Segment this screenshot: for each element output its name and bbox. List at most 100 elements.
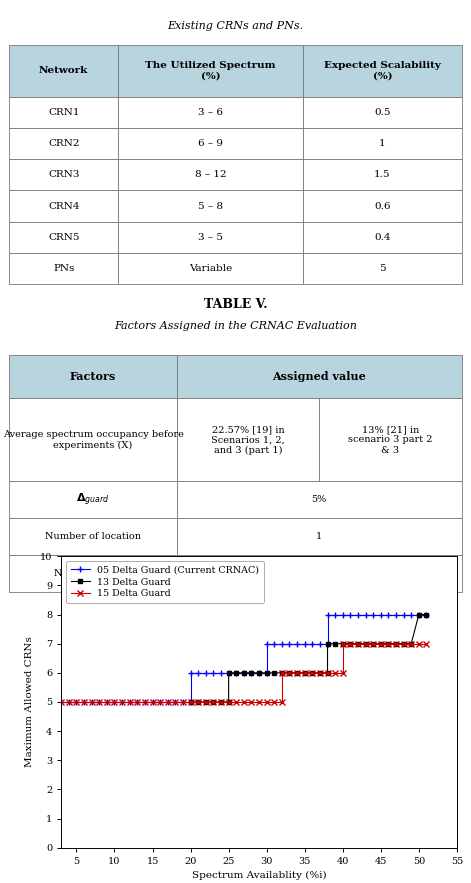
13 Delta Guard [271,668,277,678]
Bar [303,191,462,222]
Text: Factors: Factors [70,371,116,382]
13 Delta Guard [188,697,194,707]
05 Delta Guard (Current CRNAC) [401,609,406,620]
13 Delta Guard [317,668,323,678]
X-axis label: Spectrum Availablity (%i): Spectrum Availablity (%i) [192,872,326,880]
15 Delta Guard [423,638,429,649]
Text: CRN3: CRN3 [48,170,80,179]
15 Delta Guard [142,697,148,707]
13 Delta Guard [211,697,216,707]
Bar [303,253,462,284]
13 Delta Guard [370,638,376,649]
13 Delta Guard [218,697,224,707]
05 Delta Guard (Current CRNAC) [325,609,330,620]
13 Delta Guard [325,638,330,649]
Text: CRN2: CRN2 [48,140,80,148]
Text: Assigned value: Assigned value [272,371,366,382]
13 Delta Guard [256,668,262,678]
13 Delta Guard [287,668,292,678]
Text: 0.4: 0.4 [374,233,391,242]
Text: Variable: Variable [189,264,232,273]
Bar [319,398,462,481]
13 Delta Guard [309,668,315,678]
Text: 5%: 5% [311,495,327,504]
Bar [118,253,303,284]
Text: Average spectrum occupancy before
experiments (̅X): Average spectrum occupancy before experi… [3,430,184,449]
15 Delta Guard [340,638,346,649]
Bar [9,398,177,481]
Bar [118,159,303,191]
13 Delta Guard [423,609,429,620]
13 Delta Guard [203,697,209,707]
13 Delta Guard [416,609,422,620]
Text: TABLE V.: TABLE V. [203,298,268,312]
Text: 1: 1 [379,140,386,148]
Text: 8 – 12: 8 – 12 [195,170,227,179]
Bar [303,45,462,96]
Bar [9,45,118,96]
Line: 05 Delta Guard (Current CRNAC): 05 Delta Guard (Current CRNAC) [58,611,430,706]
05 Delta Guard (Current CRNAC) [58,697,64,707]
Bar [177,355,462,398]
Text: Factors Assigned in the CRNAC Evaluation: Factors Assigned in the CRNAC Evaluation [114,321,357,330]
05 Delta Guard (Current CRNAC) [234,668,239,678]
05 Delta Guard (Current CRNAC) [188,668,194,678]
Text: Existing CRNs and PNs.: Existing CRNs and PNs. [167,21,304,31]
Bar [118,96,303,128]
Bar [9,555,177,592]
Y-axis label: Maximum Allowed CRNs: Maximum Allowed CRNs [25,637,34,767]
13 Delta Guard [279,668,284,678]
05 Delta Guard (Current CRNAC) [279,638,284,649]
Text: 13% [21] in
scenario 3 part 2
& 3: 13% [21] in scenario 3 part 2 & 3 [348,425,433,455]
Text: CRN1: CRN1 [48,108,80,117]
Bar [303,159,462,191]
13 Delta Guard [226,668,231,678]
13 Delta Guard [363,638,368,649]
Bar [118,128,303,159]
Bar [9,96,118,128]
Text: 5 – 8: 5 – 8 [198,201,223,210]
13 Delta Guard [294,668,300,678]
Text: CRN4: CRN4 [48,201,80,210]
Text: 6 – 9: 6 – 9 [198,140,223,148]
13 Delta Guard [355,638,361,649]
Bar [9,128,118,159]
Bar [9,222,118,253]
Bar [118,45,303,96]
Text: 22.57% [19] in
Scenarios 1, 2,
and 3 (part 1): 22.57% [19] in Scenarios 1, 2, and 3 (pa… [211,425,285,455]
Bar [177,518,462,555]
Bar [9,159,118,191]
13 Delta Guard [325,668,330,678]
Line: 15 Delta Guard: 15 Delta Guard [58,640,430,706]
13 Delta Guard [226,697,231,707]
13 Delta Guard [241,668,247,678]
15 Delta Guard [58,697,64,707]
Line: 13 Delta Guard: 13 Delta Guard [188,612,429,705]
Text: CRN5: CRN5 [48,233,80,242]
Bar [118,222,303,253]
05 Delta Guard (Current CRNAC) [423,609,429,620]
Bar [177,481,462,518]
Text: 1: 1 [316,532,322,541]
Text: The Utilized Spectrum
(%): The Utilized Spectrum (%) [146,61,276,80]
13 Delta Guard [393,638,399,649]
Bar [9,518,177,555]
Text: Number of runs: Number of runs [54,570,132,578]
Text: 3 – 5: 3 – 5 [198,233,223,242]
05 Delta Guard (Current CRNAC) [294,638,300,649]
05 Delta Guard (Current CRNAC) [89,697,95,707]
13 Delta Guard [401,638,406,649]
15 Delta Guard [180,697,186,707]
Text: Network: Network [39,66,88,75]
Text: 1440 (= 60 * 24): 1440 (= 60 * 24) [278,570,361,578]
Bar [9,253,118,284]
Text: Expected Scalability
(%): Expected Scalability (%) [324,61,441,80]
Bar [303,222,462,253]
13 Delta Guard [340,638,346,649]
13 Delta Guard [249,668,254,678]
15 Delta Guard [325,668,330,678]
13 Delta Guard [234,668,239,678]
13 Delta Guard [408,638,414,649]
Text: 3 – 6: 3 – 6 [198,108,223,117]
Text: 0.6: 0.6 [374,201,391,210]
